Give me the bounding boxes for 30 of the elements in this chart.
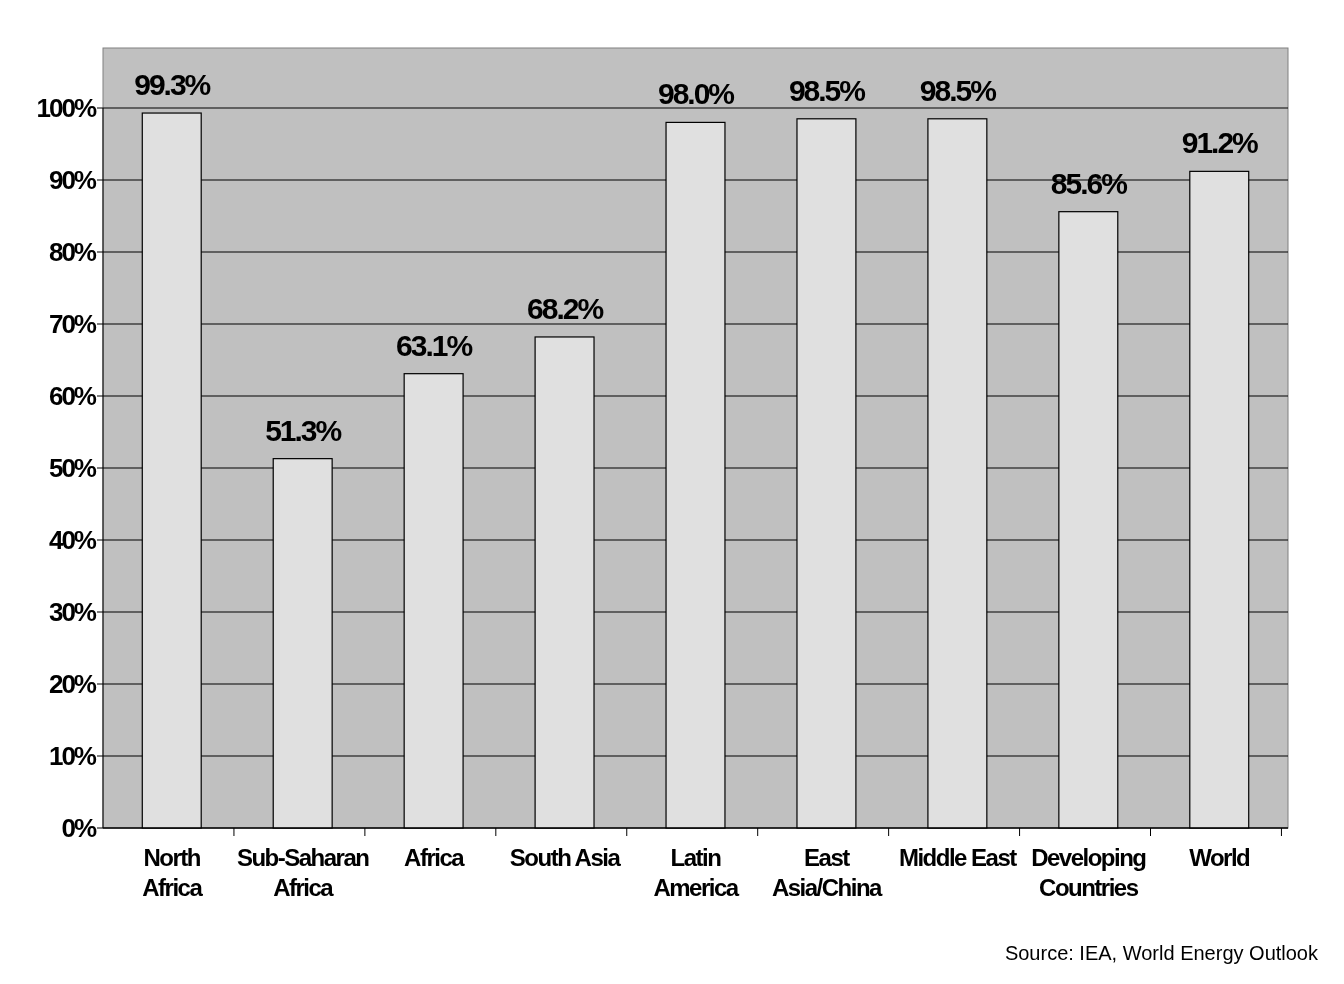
y-tick-label: 90% bbox=[48, 165, 97, 196]
data-label: 91.2% bbox=[1181, 126, 1259, 160]
x-tick-label: Sub-Saharan Africa bbox=[236, 844, 370, 901]
data-label: 98.5% bbox=[919, 73, 997, 107]
x-tick-label: Middle East bbox=[898, 844, 1018, 871]
y-tick-label: 10% bbox=[48, 741, 97, 772]
y-tick-label: 50% bbox=[48, 453, 97, 484]
data-label: 98.0% bbox=[657, 77, 735, 111]
data-label: 63.1% bbox=[396, 328, 473, 362]
x-tick-label: Africa bbox=[404, 844, 466, 871]
y-tick-label: 40% bbox=[48, 525, 97, 556]
data-label: 85.6% bbox=[1050, 166, 1128, 200]
y-tick-label: 20% bbox=[48, 669, 97, 700]
x-tick-label: Latin America bbox=[653, 844, 740, 901]
y-tick-label: 80% bbox=[48, 237, 97, 268]
x-tick-label: World bbox=[1189, 844, 1251, 871]
x-tick-label: Developing Countries bbox=[1031, 844, 1147, 901]
data-label: 98.5% bbox=[788, 73, 866, 107]
data-label: 68.2% bbox=[527, 291, 604, 325]
y-tick-label: 0% bbox=[61, 813, 97, 844]
x-tick-label: South Asia bbox=[509, 844, 622, 871]
y-tick-label: 70% bbox=[48, 309, 97, 340]
x-tick-label: North Africa bbox=[142, 844, 204, 901]
source-note: Source: IEA, World Energy Outlook bbox=[1004, 942, 1319, 964]
data-label: 51.3% bbox=[265, 413, 342, 447]
data-label: 99.3% bbox=[134, 68, 211, 102]
y-tick-label: 60% bbox=[48, 381, 97, 412]
x-tick-label: East Asia/China bbox=[771, 844, 884, 901]
y-tick-label: 100% bbox=[36, 93, 97, 124]
y-tick-label: 30% bbox=[48, 597, 97, 628]
